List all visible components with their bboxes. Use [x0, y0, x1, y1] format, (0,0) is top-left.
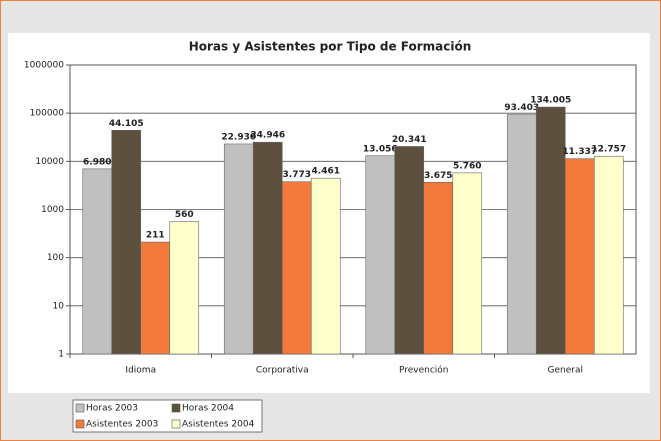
legend-label: Horas 2004	[182, 404, 234, 414]
value-label: 20.341	[392, 135, 427, 145]
value-label: 12.757	[591, 145, 626, 155]
bar	[111, 129, 142, 355]
legend-swatch	[171, 403, 181, 413]
value-label: 4.461	[312, 167, 340, 177]
y-tick-label: 1000000	[24, 61, 64, 71]
bar	[394, 146, 425, 355]
y-tick-label: 10	[53, 301, 65, 311]
value-label: 3.675	[424, 171, 452, 181]
value-label: 211	[146, 231, 165, 241]
bar	[506, 114, 537, 355]
y-tick-label: 100000	[30, 109, 65, 119]
bar	[365, 155, 396, 355]
bar	[452, 172, 483, 355]
legend-swatch	[171, 419, 181, 429]
legend-swatch	[75, 419, 85, 429]
value-label: 44.105	[109, 119, 144, 129]
x-tick-label: General	[548, 366, 583, 376]
value-label: 134.005	[530, 96, 571, 106]
bar	[82, 168, 113, 355]
legend-swatch	[75, 403, 85, 413]
legend-box	[72, 399, 263, 433]
y-tick-label: 10000	[35, 157, 64, 167]
value-label: 93.403	[504, 103, 539, 113]
value-label: 22.930	[221, 132, 256, 142]
value-label: 11.337	[562, 147, 597, 157]
legend-label: Asistentes 2003	[86, 420, 158, 430]
bar	[564, 158, 595, 355]
value-label: 3.773	[283, 170, 311, 180]
legend-label: Horas 2003	[86, 404, 138, 414]
bar	[140, 241, 171, 355]
x-tick-label: Corporativa	[256, 366, 309, 376]
legend-label: Asistentes 2004	[182, 420, 255, 430]
bar	[281, 181, 312, 355]
value-label: 5.760	[453, 161, 481, 171]
chart-title: Horas y Asistentes por Tipo de Formación	[189, 40, 472, 54]
bar	[535, 106, 566, 355]
y-tick-label: 1	[58, 350, 64, 360]
bar	[593, 155, 624, 355]
bar	[252, 141, 283, 355]
x-tick-label: Prevención	[399, 365, 449, 376]
value-label: 13.056	[363, 144, 398, 154]
y-tick-label: 1000	[41, 205, 64, 215]
value-label: 560	[175, 210, 194, 220]
x-tick-label: Idioma	[125, 366, 156, 376]
bar	[223, 143, 254, 355]
bar	[423, 181, 454, 355]
value-label: 6.980	[83, 157, 111, 167]
value-label: 24.946	[250, 131, 285, 141]
bar	[169, 221, 200, 355]
y-tick-label: 100	[47, 253, 64, 263]
bar	[310, 177, 341, 355]
